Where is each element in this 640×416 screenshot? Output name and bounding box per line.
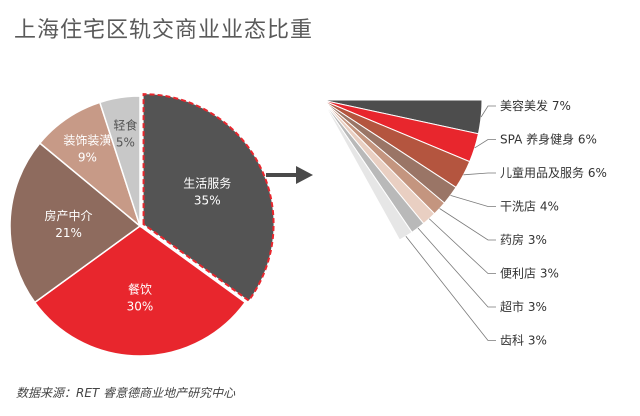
pie-slice-value-0: 35% (194, 194, 221, 208)
fan-leader-line-7 (405, 236, 496, 341)
pie-slice-1 (33, 225, 247, 357)
pie-slice-value-4: 5% (116, 136, 135, 150)
pie-slice-value-3: 9% (78, 151, 97, 165)
pie-slice-name-1: 餐饮 (128, 282, 152, 297)
pie-chart: 生活服务 35% 餐饮 30% 房产中介 21% 装饰装潢 9% 轻食 5% (9, 93, 275, 357)
pie-slice-name-4: 轻食 (113, 118, 137, 133)
fan-leader-line-4 (439, 208, 496, 241)
fan-label-1: SPA 养身健身 6% (500, 132, 597, 147)
pie-slice-value-2: 21% (55, 226, 82, 240)
arrow-icon (266, 166, 313, 184)
breakdown-fan-chart: 美容美发 7% SPA 养身健身 6% 儿童用品及服务 6% 干洗店 4% 药房 3% 便… (321, 98, 607, 348)
fan-leader-line-1 (474, 139, 496, 149)
data-source-note: 数据来源：RET 睿意德商业地产研究中心 (16, 386, 236, 400)
pie-slice-2 (9, 142, 142, 304)
fan-label-5: 便利店 3% (500, 267, 559, 281)
fan-label-2: 儿童用品及服务 6% (500, 165, 607, 180)
chart-title: 上海住宅区轨交商业业态比重 (14, 18, 314, 43)
fan-label-3: 干洗店 4% (500, 200, 559, 214)
pie-slice-value-1: 30% (127, 300, 154, 314)
fan-leader-line-3 (450, 195, 496, 207)
fan-leader-line-0 (480, 105, 496, 118)
fan-leader-line-6 (417, 227, 496, 308)
fan-label-7: 齿科 3% (500, 334, 547, 348)
pie-slice-name-2: 房产中介 (45, 208, 93, 223)
fan-leader-line-2 (463, 172, 496, 176)
fan-label-4: 药房 3% (500, 232, 547, 247)
fan-slice-7 (321, 99, 413, 241)
pie-slice-name-0: 生活服务 (183, 176, 231, 191)
fan-label-6: 超市 3% (500, 299, 547, 314)
pie-slice-0 (142, 93, 275, 302)
fan-label-0: 美容美发 7% (500, 98, 571, 113)
pie-slice-4 (98, 95, 141, 227)
fan-leader-line-5 (428, 218, 496, 274)
pie-slice-name-3: 装饰装潢 (63, 134, 111, 148)
